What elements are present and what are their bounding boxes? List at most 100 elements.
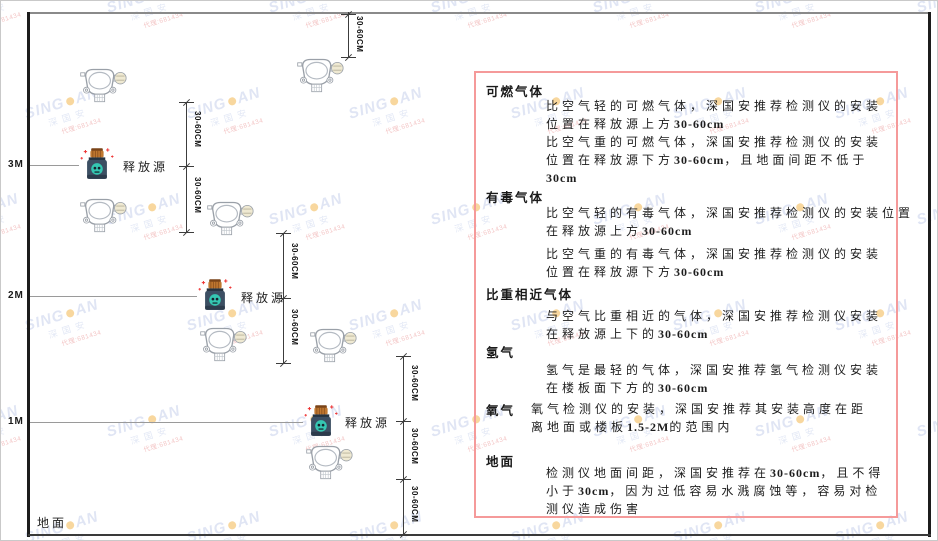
section-heading-toxic: 有毒气体 <box>486 191 545 205</box>
dimension-label: 30-60CM <box>410 486 419 523</box>
release-source-icon-2m <box>196 277 234 318</box>
dimension-label: 30-60CM <box>193 111 202 148</box>
watermark-brand: SING AN <box>266 178 386 229</box>
watermark-brand: SING AN <box>914 390 938 441</box>
watermark-subtext: 代理:681434 <box>60 329 103 348</box>
watermark-subtext: 代理:681434 <box>222 117 265 136</box>
watermark-chinese: 深国安 <box>209 106 253 129</box>
watermark-chinese: 深国安 <box>47 318 91 341</box>
section-paragraph: 比空气重的可燃气体，深国安推荐检测仪的安装 位置在释放源下方30-60cm，且地… <box>546 135 883 185</box>
watermark: SING AN 深国安 代理:681434 <box>1 178 69 250</box>
watermark-subtext: 代理:681434 <box>466 11 509 30</box>
level-line-3m <box>30 165 79 166</box>
watermark-dot-icon <box>64 307 75 318</box>
dimension-line-1m <box>403 356 404 536</box>
watermark-chinese: 深国安 <box>371 106 415 129</box>
dimension-label: 30-60CM <box>355 16 364 53</box>
right-wall-line <box>928 12 931 537</box>
section-heading-similar-density: 比重相近气体 <box>486 288 574 302</box>
watermark-brand: SING AN <box>23 284 142 335</box>
watermark-dot-icon <box>226 95 237 106</box>
watermark-brand-suffix: AN <box>397 84 425 108</box>
release-source-icon-3m <box>78 146 116 187</box>
dimension-line-ceiling <box>348 12 349 58</box>
watermark-brand-suffix: AN <box>397 296 425 320</box>
watermark-brand-suffix: AN <box>235 84 263 108</box>
section-paragraph: 比空气轻的有毒气体，深国安推荐检测仪的安装位置 在释放源上方30-60cm <box>546 206 915 238</box>
watermark: SING AN 深国安 代理:681434 <box>267 1 393 39</box>
watermark-brand-suffix: AN <box>235 508 263 532</box>
watermark-chinese: 深国安 <box>209 512 308 540</box>
watermark-subtext: 代理:681434 <box>790 11 833 30</box>
watermark: SING AN 深国安 代理:681434 <box>753 1 879 39</box>
watermark-subtext: 代理:681434 <box>708 524 797 540</box>
watermark-subtext: 代理:681434 <box>142 11 185 30</box>
watermark-dot-icon <box>712 519 723 530</box>
watermark-brand-prefix: SING <box>346 518 391 541</box>
watermark-brand-prefix: SING <box>428 412 473 441</box>
watermark-brand-suffix: AN <box>73 296 101 320</box>
watermark-chinese: 深国安 <box>371 512 470 540</box>
section-paragraph: 氧气检测仪的安装，深国安推荐其安装高度在距 离地面或楼板1.5-2M的范围内 <box>531 402 868 434</box>
watermark-subtext: 代理:681434 <box>0 11 23 30</box>
watermark-brand-prefix: SING <box>346 94 391 123</box>
axis-label-1m: 1M <box>8 416 24 427</box>
watermark-brand-prefix: SING <box>832 518 877 541</box>
watermark-brand-prefix: SING <box>914 200 938 229</box>
axis-label-2m: 2M <box>8 290 24 301</box>
watermark-brand-prefix: SING <box>428 200 473 229</box>
release-source-label-3m: 释放源 <box>123 160 169 174</box>
watermark-brand-prefix: SING <box>914 412 938 441</box>
watermark-dot-icon <box>388 519 399 530</box>
watermark: SING AN 深国安 代理:681434 <box>267 178 393 250</box>
watermark: SING AN 深国安 代理:681434 <box>347 72 473 144</box>
gas-detector-icon-below-3m <box>78 197 128 240</box>
watermark-brand: SING AN <box>1 178 62 227</box>
watermark: SING AN 深国安 代理:681434 <box>914 390 938 462</box>
section-heading-combustible: 可燃气体 <box>486 85 545 99</box>
watermark: SING AN 深国安 代理:681434 <box>185 72 311 144</box>
watermark-brand: SING AN <box>914 178 938 229</box>
watermark-subtext: 代理:681434 <box>222 524 311 540</box>
watermark-subtext: 代理:681434 <box>304 223 347 242</box>
section-heading-oxygen: 氧气 <box>486 404 516 418</box>
watermark: SING AN 深国安 代理:681434 <box>0 1 69 39</box>
level-line-1m <box>30 422 303 423</box>
section-paragraph: 氢气是最轻的气体，深国安推荐氢气检测仪安装 在楼板面下方的30-60cm <box>546 363 883 395</box>
watermark: SING AN 深国安 代理:681434 <box>347 284 473 356</box>
dimension-label: 30-60CM <box>410 428 419 465</box>
dimension-label: 30-60CM <box>290 309 299 346</box>
section-paragraph: 检测仪地面间距，深国安推荐在30-60cm，且不得 小于30cm，因为过低容易水… <box>546 466 885 516</box>
watermark-dot-icon <box>226 519 237 530</box>
ground-label: 地面 <box>37 516 68 530</box>
watermark-subtext: 代理:681434 <box>384 117 427 136</box>
watermark-brand: SING AN <box>346 72 466 123</box>
axis-label-3m: 3M <box>8 159 24 170</box>
watermark-brand-suffix: AN <box>73 508 101 532</box>
info-panel: 可燃气体 比空气轻的可燃气体，深国安推荐检测仪的安装 位置在释放源上方30-60… <box>474 71 910 518</box>
release-source-icon-1m <box>302 403 340 444</box>
gas-detector-icon-above-2m <box>205 200 255 243</box>
dimension-label: 30-60CM <box>193 177 202 214</box>
dimension-line-3m <box>186 102 187 233</box>
watermark-chinese: 深国安 <box>371 318 415 341</box>
watermark-dot-icon <box>874 519 885 530</box>
watermark-dot-icon <box>550 519 561 530</box>
watermark-dot-icon <box>308 201 319 212</box>
watermark-brand: SING AN <box>347 284 466 335</box>
left-wall-line <box>27 12 30 537</box>
dimension-label: 30-60CM <box>290 243 299 280</box>
watermark-brand-prefix: SING <box>266 200 311 229</box>
gas-detector-icon-ceiling <box>295 57 345 100</box>
ground-line <box>28 534 931 536</box>
section-paragraph: 比空气轻的可燃气体，深国安推荐检测仪的安装 位置在释放源上方30-60cm <box>546 99 883 131</box>
release-source-label-2m: 释放源 <box>241 291 287 305</box>
watermark-brand-prefix: SING <box>670 518 715 541</box>
watermark: SING AN 深国安 代理:681434 <box>914 178 938 250</box>
level-line-2m <box>30 296 197 297</box>
gas-detector-icon-below-1m <box>304 444 354 487</box>
section-heading-ground: 地面 <box>486 455 516 469</box>
watermark-subtext: 代理:681434 <box>60 524 149 540</box>
watermark-subtext: 代理:681434 <box>546 524 635 540</box>
gas-detector-icon-below-2m <box>198 326 248 369</box>
